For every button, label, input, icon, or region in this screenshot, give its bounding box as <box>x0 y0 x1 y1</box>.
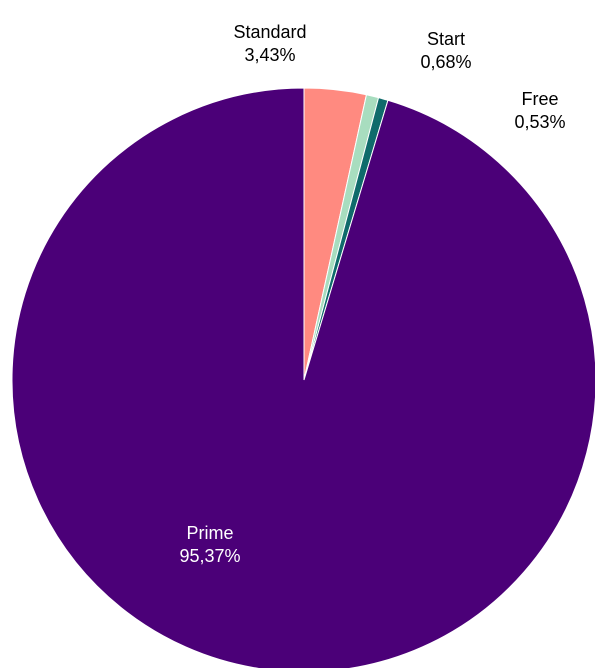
slice-value-label-start: 0,68% <box>420 52 471 72</box>
slice-label-prime: Prime <box>186 523 233 543</box>
slice-value-label-prime: 95,37% <box>179 546 240 566</box>
slice-label-start: Start <box>427 29 465 49</box>
slice-value-label-standard: 3,43% <box>244 45 295 65</box>
slice-label-free: Free <box>521 89 558 109</box>
slice-value-label-free: 0,53% <box>514 112 565 132</box>
slice-label-standard: Standard <box>233 22 306 42</box>
pie-slice-prime <box>11 87 595 668</box>
